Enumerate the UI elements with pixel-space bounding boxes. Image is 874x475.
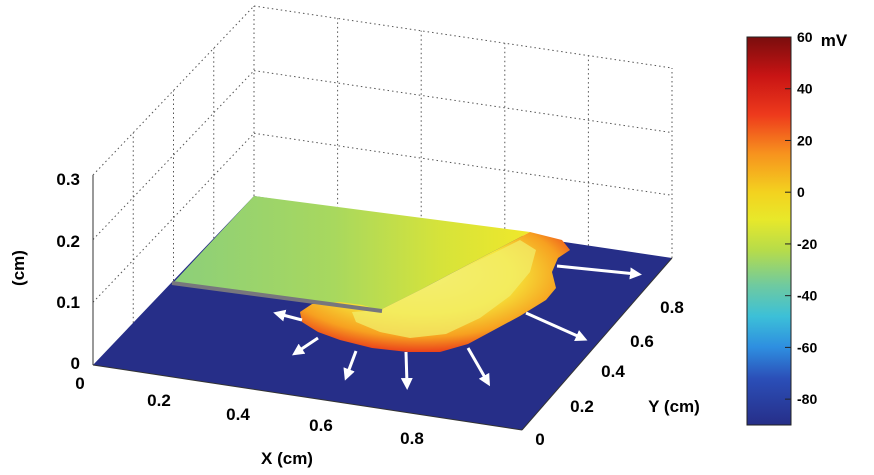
grid-line [92, 5, 255, 176]
grid-line [253, 5, 673, 69]
z-tick: 0.2 [56, 232, 80, 251]
propagation-arrow [273, 309, 303, 322]
colorbar-scale [746, 36, 792, 426]
potential-surface [93, 196, 672, 430]
propagation-arrow [343, 350, 358, 381]
y-axis-line [521, 257, 673, 431]
grid-line [92, 132, 255, 303]
grid-line [92, 70, 255, 240]
colorbar-unit: mV [821, 31, 848, 50]
y-tick: 0.4 [601, 362, 625, 381]
propagation-arrow [466, 347, 490, 387]
conduction-barrier [171, 281, 383, 313]
propagation-arrow [556, 264, 642, 280]
colorbar-tick-label: 40 [797, 81, 813, 97]
x-tick: 0.2 [147, 391, 171, 410]
axis-ticks: 0.3 0.2 0.1 0 0 0.2 0.4 0.6 0.8 0 0.2 0.… [56, 170, 683, 449]
axes-grid [92, 5, 673, 365]
x-tick: 0 [75, 374, 84, 393]
grid-line [253, 132, 673, 196]
colorbar-tick-label: -80 [797, 391, 817, 407]
plateau-inner-glow [352, 240, 536, 338]
y-axis-label: Y (cm) [648, 397, 700, 416]
grid-line [253, 70, 673, 134]
propagation-arrow [292, 336, 319, 356]
depolarized-region [174, 196, 530, 310]
propagation-arrows [273, 264, 642, 390]
y-tick: 0.6 [630, 332, 654, 351]
y-tick: 0 [535, 430, 544, 449]
z-tick: 0.1 [56, 293, 80, 312]
x-axis-label: X (cm) [261, 449, 313, 468]
x-tick: 0.6 [309, 416, 333, 435]
y-tick: 0.2 [570, 397, 594, 416]
x-tick: 0.4 [226, 405, 250, 424]
colorbar-tick-label: 20 [797, 132, 813, 148]
propagation-arrow [525, 311, 588, 342]
y-tick: 0.8 [660, 298, 684, 317]
x-axis-line [92, 364, 523, 431]
colorbar-tick-label: 60 [797, 29, 813, 45]
x-tick: 0.8 [400, 429, 424, 448]
z-tick: 0.3 [56, 170, 80, 189]
colorbar-tick-label: 0 [797, 184, 805, 200]
colorbar-tick-label: -20 [797, 236, 817, 252]
z-tick: 0 [71, 354, 80, 373]
colorbar: mV 60 40 20 0 -20 -40 -60 -80 [746, 29, 848, 426]
colorbar-tick-label: -60 [797, 339, 817, 355]
z-axis-label: (cm) [9, 250, 28, 286]
colorbar-tick-label: -40 [797, 288, 817, 304]
propagation-arrow [400, 351, 413, 390]
